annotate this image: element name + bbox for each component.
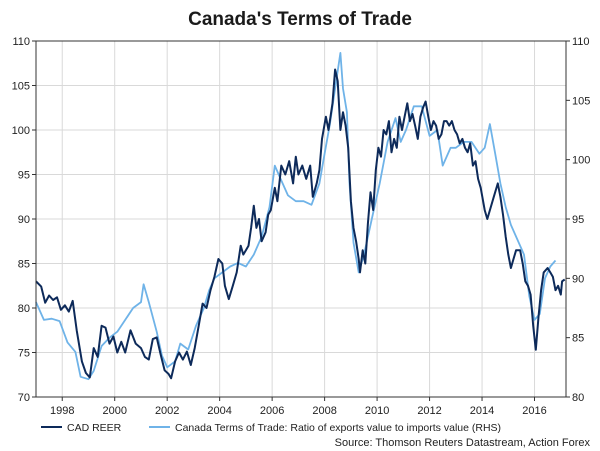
y-left-tick-label: 100 — [12, 125, 30, 137]
chart-title: Canada's Terms of Trade — [188, 9, 412, 30]
y-left-tick-label: 110 — [12, 36, 30, 48]
x-tick-label: 2014 — [470, 405, 494, 417]
y-right-tick-label: 110 — [572, 36, 590, 48]
y-right-tick-label: 90 — [572, 273, 584, 285]
y-right-tick-label: 105 — [572, 95, 590, 107]
x-axis: 1998 2000 2002 2004 2006 2008 2010 2012 2014 2016 — [50, 397, 547, 417]
y-left-tick-label: 85 — [18, 259, 30, 271]
x-tick-label: 2006 — [260, 405, 284, 417]
source-note: Source: Thomson Reuters Datastream, Acti… — [335, 437, 591, 449]
series-group — [35, 52, 566, 381]
y-axis-right: 80 85 90 95 100 105 110 — [566, 36, 590, 404]
series-line-terms-of-trade — [35, 52, 557, 381]
grid — [36, 40, 566, 398]
legend: CAD REER Canada Terms of Trade: Ratio of… — [41, 422, 501, 434]
x-tick-label: 2008 — [312, 405, 336, 417]
x-tick-label: 2004 — [207, 405, 231, 417]
y-left-tick-label: 80 — [18, 303, 30, 315]
y-right-tick-label: 80 — [572, 392, 584, 404]
legend-label-terms-of-trade: Canada Terms of Trade: Ratio of exports … — [175, 422, 501, 434]
y-left-tick-label: 95 — [18, 170, 30, 182]
y-left-tick-label: 70 — [18, 392, 30, 404]
legend-label-cad-reer: CAD REER — [67, 422, 122, 434]
x-tick-label: 1998 — [50, 405, 74, 417]
x-tick-label: 2000 — [102, 405, 126, 417]
y-right-tick-label: 100 — [572, 155, 590, 167]
x-tick-label: 2010 — [365, 405, 389, 417]
x-tick-label: 2002 — [155, 405, 179, 417]
y-right-tick-label: 95 — [572, 214, 584, 226]
x-tick-label: 2016 — [522, 405, 546, 417]
series-line-cad-reer — [35, 68, 566, 380]
y-left-tick-label: 90 — [18, 214, 30, 226]
y-axis-left: 70 75 80 85 90 95 100 105 110 — [12, 36, 36, 404]
y-left-tick-label: 75 — [18, 348, 30, 360]
y-left-tick-label: 105 — [12, 81, 30, 93]
y-right-tick-label: 85 — [572, 333, 584, 345]
x-tick-label: 2012 — [417, 405, 441, 417]
